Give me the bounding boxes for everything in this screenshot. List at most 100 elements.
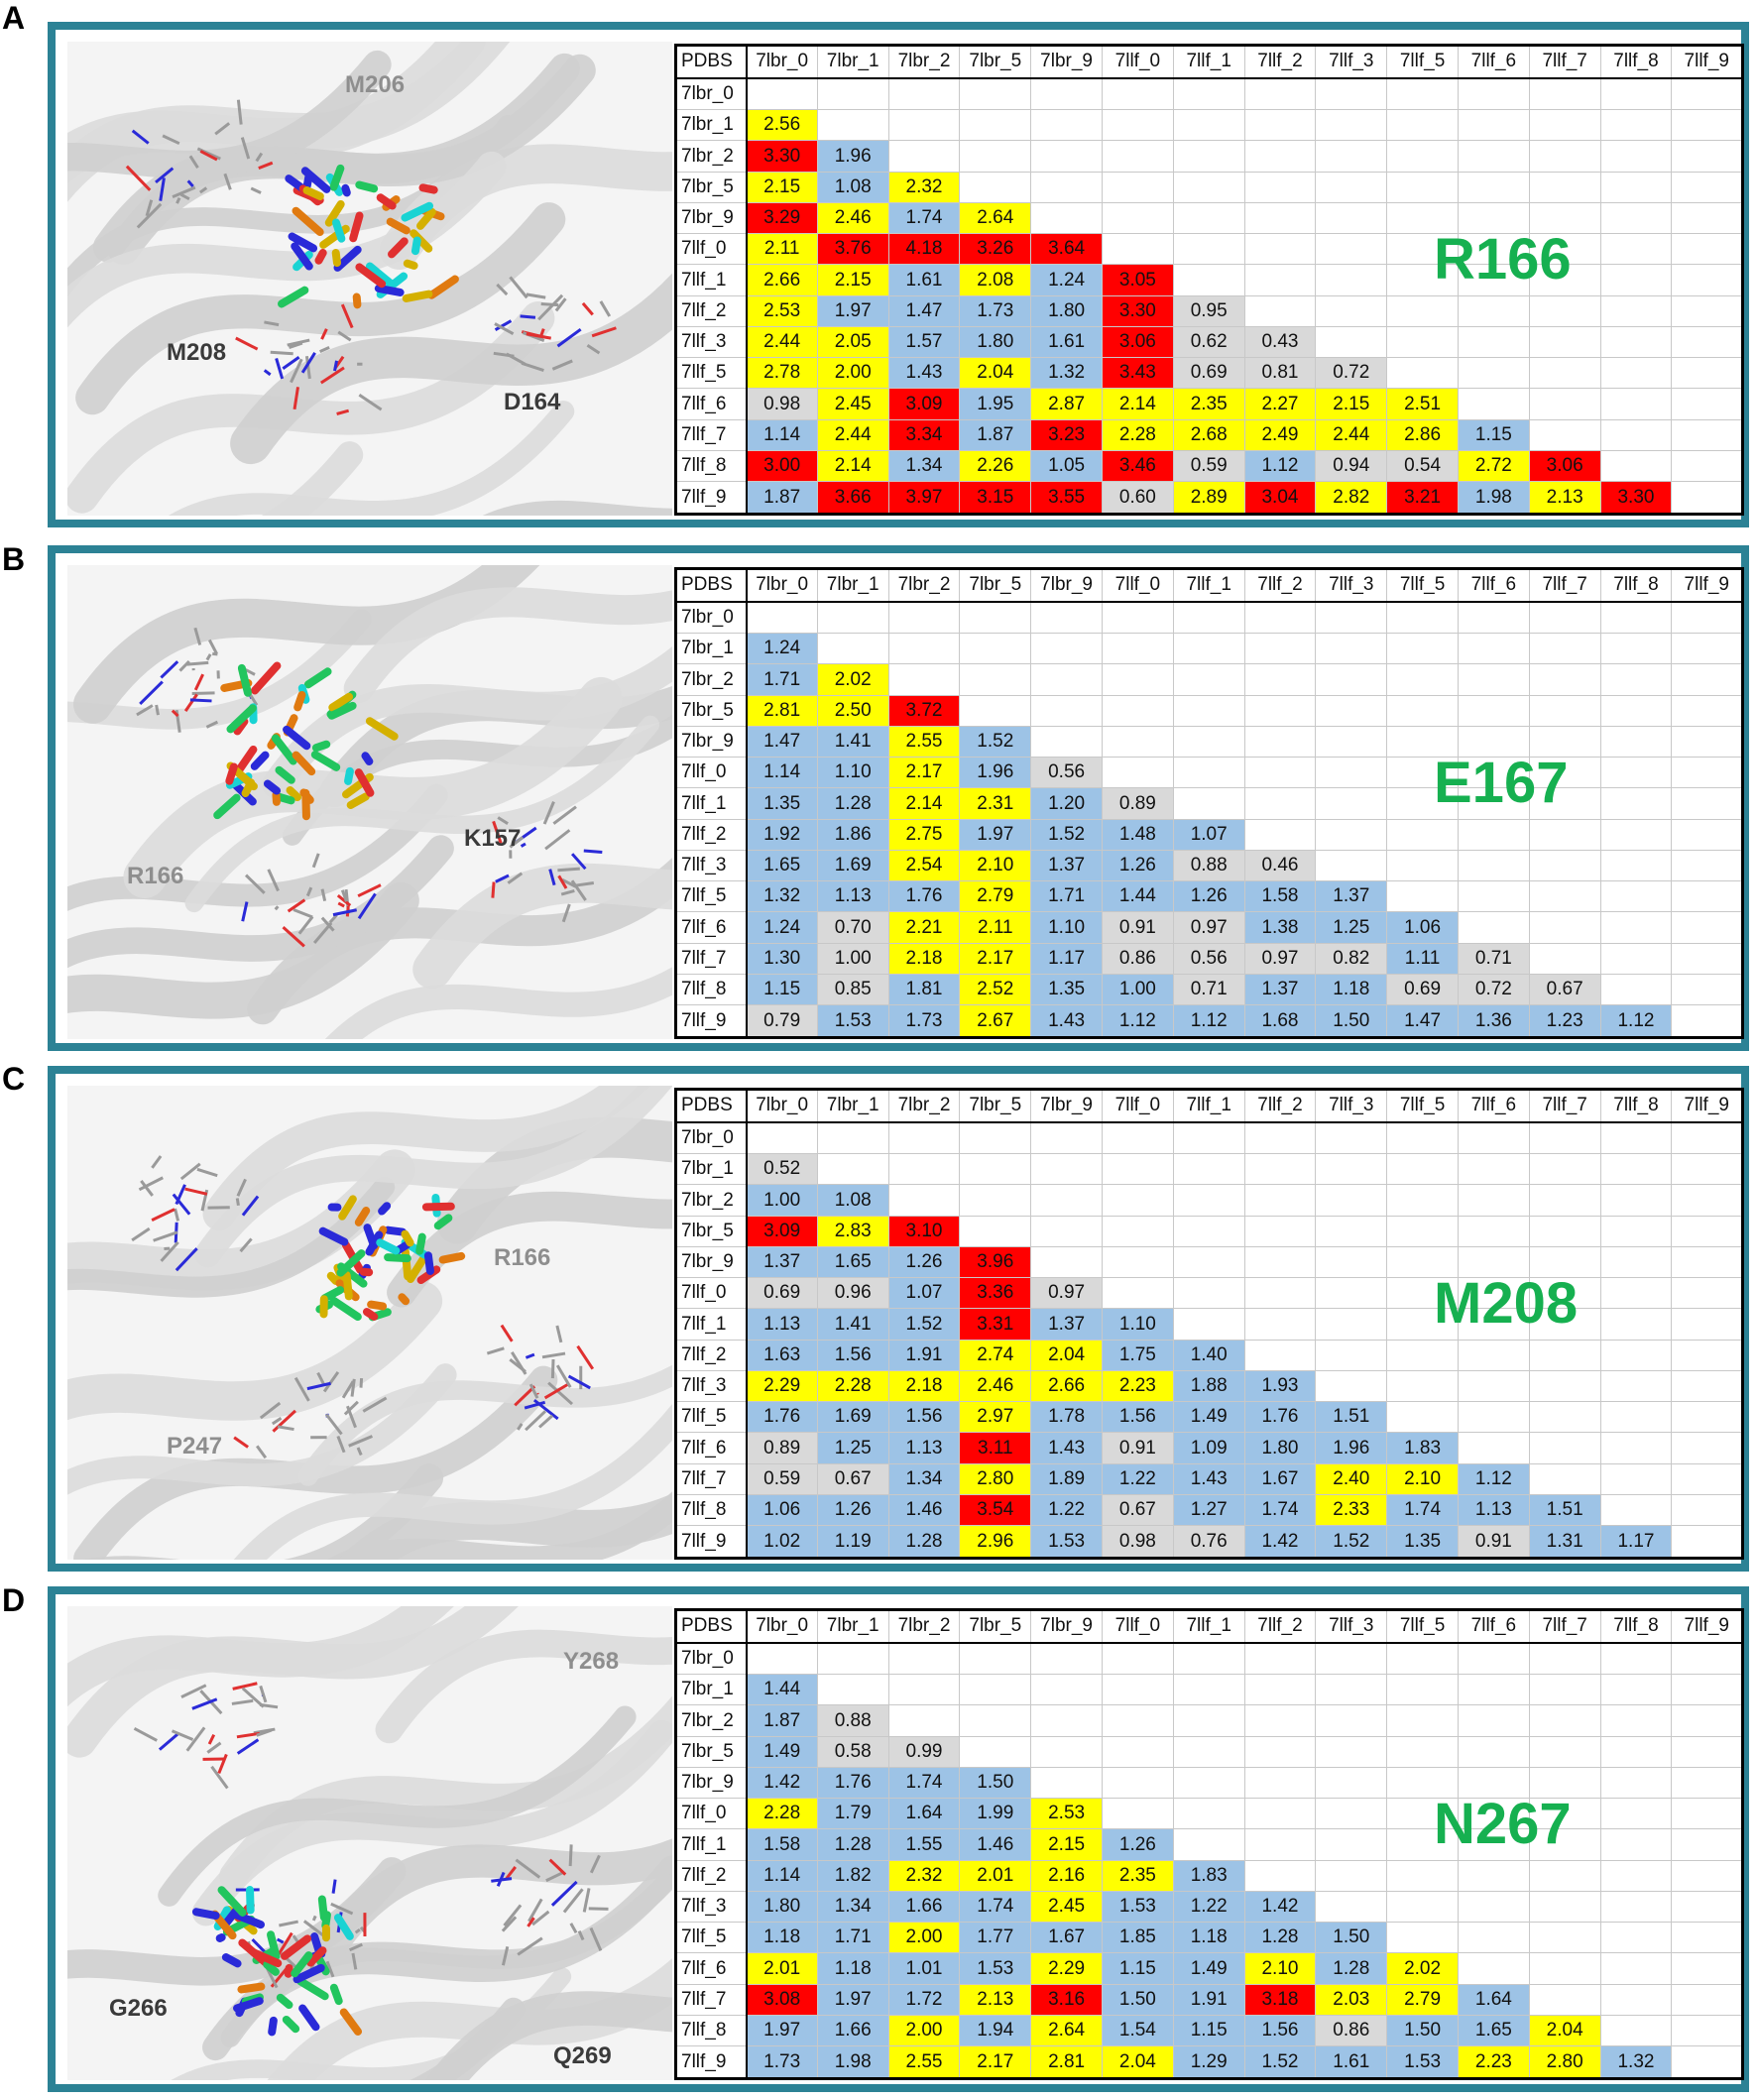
rmsd-cell: 1.32 xyxy=(746,880,818,913)
empty-cell xyxy=(1386,1859,1459,1892)
ligand-stick xyxy=(317,1895,328,1922)
rmsd-cell: 2.86 xyxy=(1386,418,1459,451)
rmsd-cell: 1.24 xyxy=(746,911,818,944)
column-header: 7llf_2 xyxy=(1243,1088,1317,1123)
table-row: 7llf_1 1.35 1.28 2.14 2.31 1.20 0.89 xyxy=(675,787,1744,820)
ligand-stick xyxy=(306,1946,327,1967)
residue-stick xyxy=(274,905,280,911)
rmsd-cell: 2.29 xyxy=(1030,1952,1103,1985)
rmsd-cell: 2.33 xyxy=(1315,1493,1388,1527)
empty-cell xyxy=(1599,1401,1673,1434)
table-corner-header: PDBS xyxy=(675,1088,748,1123)
empty-cell xyxy=(1671,787,1744,820)
rmsd-cell: 1.74 xyxy=(887,1766,961,1800)
residue-stick xyxy=(492,820,503,844)
empty-cell xyxy=(1457,1674,1530,1706)
residue-stick xyxy=(239,1237,253,1253)
empty-cell xyxy=(1599,849,1673,882)
empty-cell xyxy=(1172,1766,1245,1800)
row-header: 7llf_7 xyxy=(675,418,748,451)
empty-cell xyxy=(1243,1153,1317,1186)
empty-cell xyxy=(887,140,961,173)
rmsd-cell: 0.46 xyxy=(1243,849,1317,882)
rmsd-matrix-table: PDBS 7lbr_0 7lbr_1 7lbr_2 7lbr_5 7lbr_9 7llf_0… xyxy=(674,44,1745,516)
empty-cell xyxy=(1671,663,1744,696)
ligand-stick xyxy=(427,275,459,299)
empty-cell xyxy=(1599,294,1673,327)
table-row: 7llf_2 1.14 1.82 2.32 2.01 2.16 2.35 1.83 xyxy=(675,1859,1744,1892)
empty-cell xyxy=(1386,233,1459,266)
empty-cell xyxy=(1528,325,1601,359)
rmsd-cell: 1.37 xyxy=(1030,849,1103,882)
residue-stick xyxy=(193,673,205,691)
ligand-stick xyxy=(401,1229,414,1247)
rmsd-cell: 1.75 xyxy=(1101,1339,1174,1371)
rmsd-cell: 1.52 xyxy=(887,1308,961,1341)
empty-cell xyxy=(1528,1215,1601,1247)
ligand-stick xyxy=(433,1214,453,1230)
residue-stick xyxy=(557,867,580,873)
table-row: 7llf_9 0.79 1.53 1.73 2.67 1.43 1.12 1.12 1.68 1.… xyxy=(675,1004,1744,1038)
empty-cell xyxy=(1172,1642,1245,1676)
empty-cell xyxy=(1671,481,1744,515)
table-row: 7lbr_0 xyxy=(675,1121,1744,1155)
empty-cell xyxy=(1172,1674,1245,1706)
empty-cell xyxy=(1315,1369,1388,1403)
residue-stick xyxy=(271,1416,283,1426)
ligand-stick xyxy=(291,1951,313,1978)
rmsd-cell: 2.28 xyxy=(1101,418,1174,451)
empty-cell xyxy=(1172,140,1245,173)
residue-stick xyxy=(178,659,190,672)
rmsd-cell: 1.26 xyxy=(887,1245,961,1279)
empty-cell xyxy=(816,109,889,142)
ligand-stick xyxy=(191,1908,220,1921)
residue-stick xyxy=(320,916,335,932)
empty-cell xyxy=(1172,725,1245,758)
protein-ribbon xyxy=(67,881,419,1019)
row-header: 7lbr_5 xyxy=(675,171,748,203)
empty-cell xyxy=(1386,633,1459,665)
structure-image: R166 P247 xyxy=(67,1086,672,1560)
ligand-stick xyxy=(354,768,375,797)
table-row: 7llf_6 1.24 0.70 2.21 2.11 1.10 0.91 0.97 1.38 1.… xyxy=(675,911,1744,944)
rmsd-cell: 1.38 xyxy=(1243,911,1317,944)
table-row: 7lbr_9 1.47 1.41 2.55 1.52 xyxy=(675,725,1744,758)
empty-cell xyxy=(1671,233,1744,266)
empty-cell xyxy=(1386,787,1459,820)
column-header: 7llf_3 xyxy=(1315,567,1388,603)
empty-cell xyxy=(1671,1215,1744,1247)
empty-cell xyxy=(887,633,961,665)
rmsd-cell: 1.06 xyxy=(746,1493,818,1527)
empty-cell xyxy=(816,1642,889,1676)
table-row: 7lbr_1 2.56 xyxy=(675,109,1744,142)
rmsd-cell: 2.32 xyxy=(887,1859,961,1892)
row-header: 7lbr_9 xyxy=(675,725,748,758)
empty-cell xyxy=(1101,140,1174,173)
row-header: 7llf_1 xyxy=(675,787,748,820)
rmsd-cell: 0.86 xyxy=(1101,942,1174,975)
rmsd-cell: 2.72 xyxy=(1457,449,1530,483)
empty-cell xyxy=(887,1121,961,1155)
empty-cell xyxy=(1671,1277,1744,1310)
residue-stick xyxy=(324,1413,343,1436)
residue-stick xyxy=(199,150,218,162)
rmsd-cell: 1.22 xyxy=(1101,1462,1174,1495)
rmsd-cell: 1.97 xyxy=(816,1983,889,2016)
rmsd-cell: 3.05 xyxy=(1101,264,1174,296)
ligand-stick xyxy=(418,183,438,194)
rmsd-cell: 1.64 xyxy=(1457,1983,1530,2016)
residue-stick xyxy=(205,720,219,729)
rmsd-table-container: PDBS 7lbr_0 7lbr_1 7lbr_2 7lbr_5 7lbr_9 7llf_0… xyxy=(674,44,1745,522)
row-header: 7lbr_0 xyxy=(675,77,748,111)
empty-cell xyxy=(1528,357,1601,390)
row-header: 7lbr_0 xyxy=(675,601,748,635)
residue-stick xyxy=(509,836,525,849)
empty-cell xyxy=(1243,1766,1317,1800)
table-row: 7lbr_5 2.81 2.50 3.72 xyxy=(675,694,1744,727)
ligand-stick xyxy=(386,217,410,235)
empty-cell xyxy=(1457,1859,1530,1892)
ligand-stick xyxy=(234,745,258,775)
empty-cell xyxy=(1528,171,1601,203)
column-header: 7llf_2 xyxy=(1243,567,1317,603)
rmsd-cell: 1.44 xyxy=(746,1674,818,1706)
